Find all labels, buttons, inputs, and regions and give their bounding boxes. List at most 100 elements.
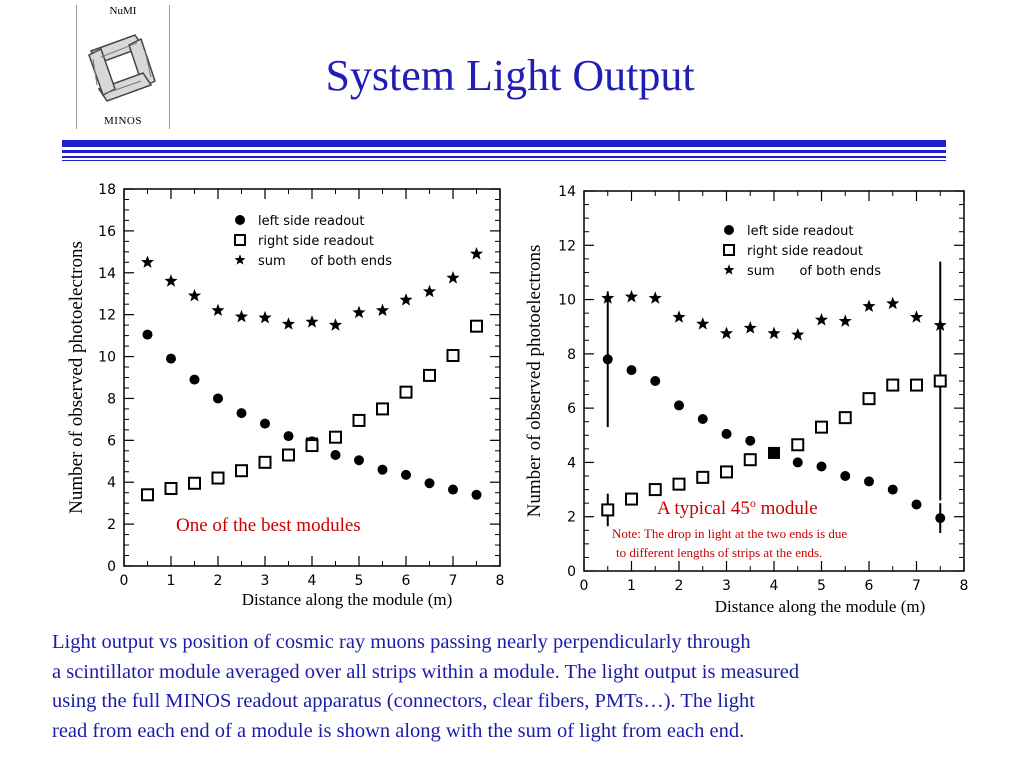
numi-minos-logo: NuMI MINOS bbox=[76, 5, 170, 129]
square-point bbox=[648, 483, 662, 497]
square-point bbox=[838, 411, 852, 425]
y-tick-label: 2 bbox=[567, 510, 576, 526]
title-rule-thick bbox=[62, 140, 946, 147]
star-point bbox=[838, 314, 852, 327]
slide-caption: Light output vs position of cosmic ray m… bbox=[52, 628, 1002, 746]
dot-point bbox=[887, 484, 898, 495]
square-point bbox=[423, 368, 436, 382]
x-tick-label: 3 bbox=[261, 573, 270, 589]
square-point bbox=[305, 439, 319, 453]
legend-marker bbox=[724, 225, 734, 235]
slide-title: System Light Output bbox=[325, 51, 695, 100]
star-point bbox=[601, 291, 615, 304]
dot-point bbox=[602, 354, 613, 365]
x-tick-label: 7 bbox=[449, 573, 458, 589]
star-point bbox=[933, 318, 947, 331]
dot-point bbox=[283, 431, 294, 442]
legend-marker bbox=[234, 234, 246, 246]
y-tick-label: 10 bbox=[558, 293, 576, 309]
chart-note-line: Note: The drop in light at the two ends … bbox=[612, 526, 847, 541]
dot-point bbox=[448, 484, 458, 495]
star-point bbox=[375, 303, 390, 317]
dot-point bbox=[377, 464, 388, 475]
star-point bbox=[281, 317, 296, 330]
x-tick-label: 1 bbox=[167, 573, 176, 589]
square-point bbox=[743, 453, 757, 467]
dot-point bbox=[401, 469, 411, 480]
star-point bbox=[791, 327, 805, 341]
y-tick-label: 0 bbox=[107, 559, 116, 575]
square-point bbox=[164, 482, 178, 496]
star-point bbox=[696, 317, 710, 330]
y-tick-label: 12 bbox=[98, 308, 116, 324]
dot-point bbox=[792, 457, 803, 468]
dot-point bbox=[840, 471, 851, 481]
dot-point bbox=[471, 489, 482, 500]
square-point bbox=[446, 349, 460, 363]
star-point bbox=[624, 289, 639, 303]
dot-point bbox=[424, 478, 435, 489]
star-point bbox=[352, 305, 366, 319]
x-tick-label: 0 bbox=[120, 573, 129, 589]
legend-label: left side readout bbox=[747, 224, 854, 239]
star-point bbox=[187, 288, 202, 302]
square-point bbox=[235, 464, 248, 478]
dot-point bbox=[864, 476, 874, 487]
square-point bbox=[258, 455, 272, 469]
minos-emblem-icon bbox=[88, 34, 156, 102]
x-tick-label: 7 bbox=[912, 578, 921, 594]
dot-point bbox=[354, 455, 364, 466]
title-rule-medium bbox=[62, 150, 946, 153]
y-tick-label: 2 bbox=[107, 517, 116, 533]
star-point bbox=[886, 296, 900, 310]
x-tick-label: 8 bbox=[496, 573, 505, 589]
title-rule-hairline bbox=[62, 160, 946, 161]
y-axis-label: Number of observed photoelectrons bbox=[66, 241, 87, 514]
y-tick-label: 14 bbox=[558, 184, 576, 200]
dot-point bbox=[674, 400, 684, 411]
dot-point bbox=[935, 513, 946, 524]
y-tick-label: 4 bbox=[567, 455, 576, 471]
star-point bbox=[140, 255, 155, 268]
x-tick-label: 4 bbox=[308, 573, 317, 589]
square-point bbox=[720, 465, 733, 479]
y-tick-label: 16 bbox=[98, 224, 116, 240]
dot-point bbox=[260, 418, 270, 429]
star-point bbox=[305, 315, 319, 328]
y-tick-label: 6 bbox=[567, 401, 576, 417]
x-tick-label: 8 bbox=[960, 578, 969, 594]
x-tick-label: 2 bbox=[675, 578, 684, 594]
legend-label: left side readout bbox=[258, 214, 365, 229]
legend-label: right side readout bbox=[258, 234, 374, 249]
legend-marker bbox=[234, 254, 246, 265]
y-tick-label: 12 bbox=[558, 238, 576, 254]
highlight-point bbox=[768, 446, 780, 459]
square-point bbox=[815, 420, 828, 434]
caption-line: using the full MINOS readout apparatus (… bbox=[52, 690, 755, 712]
x-tick-label: 3 bbox=[722, 578, 731, 594]
dot-point bbox=[745, 435, 756, 446]
legend-marker bbox=[723, 264, 735, 275]
dot-point bbox=[816, 461, 827, 472]
logo-top-text: NuMI bbox=[109, 5, 137, 17]
y-tick-label: 0 bbox=[567, 564, 576, 580]
x-tick-label: 5 bbox=[355, 573, 364, 589]
star-point bbox=[446, 271, 460, 284]
square-point bbox=[791, 438, 805, 452]
x-tick-label: 0 bbox=[580, 578, 589, 594]
star-point bbox=[328, 318, 343, 331]
x-tick-label: 6 bbox=[402, 573, 411, 589]
square-point bbox=[696, 470, 710, 484]
y-tick-label: 8 bbox=[567, 347, 576, 363]
star-point bbox=[672, 310, 686, 323]
star-point bbox=[767, 326, 781, 340]
square-point bbox=[933, 374, 947, 388]
square-point bbox=[910, 378, 923, 392]
x-axis-label: Distance along the module (m) bbox=[715, 597, 926, 616]
square-point bbox=[399, 385, 413, 399]
square-point bbox=[601, 503, 615, 517]
caption-line: a scintillator module averaged over all … bbox=[52, 660, 800, 683]
y-axis-label: Number of observed photoelectrons bbox=[524, 245, 545, 518]
dot-point bbox=[189, 374, 200, 385]
y-tick-label: 10 bbox=[98, 350, 116, 366]
